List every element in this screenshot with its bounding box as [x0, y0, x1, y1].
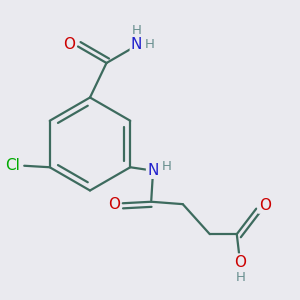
Text: O: O [259, 197, 271, 212]
Text: H: H [162, 160, 172, 173]
Text: H: H [236, 271, 245, 284]
Text: O: O [234, 254, 246, 269]
Text: N: N [147, 163, 158, 178]
Text: H: H [132, 24, 141, 38]
Text: N: N [131, 38, 142, 52]
Text: O: O [64, 37, 76, 52]
Text: O: O [108, 197, 120, 212]
Text: H: H [145, 38, 155, 52]
Text: Cl: Cl [5, 158, 20, 173]
